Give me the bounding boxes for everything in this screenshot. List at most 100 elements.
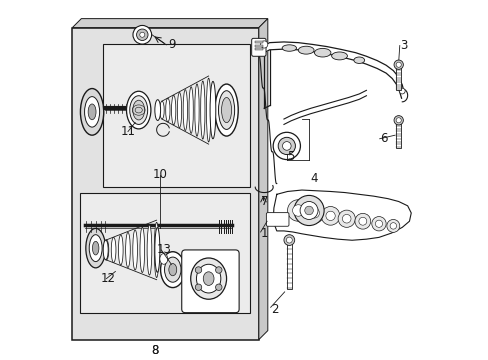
Ellipse shape: [155, 228, 160, 273]
Circle shape: [273, 132, 300, 159]
Ellipse shape: [314, 48, 330, 57]
Circle shape: [342, 215, 350, 223]
Text: 9: 9: [168, 38, 175, 51]
Bar: [102, 44, 249, 187]
Bar: [80, 193, 249, 313]
Polygon shape: [258, 19, 267, 339]
FancyBboxPatch shape: [266, 213, 288, 226]
Ellipse shape: [160, 101, 164, 119]
Ellipse shape: [133, 230, 137, 270]
Circle shape: [358, 217, 366, 225]
Ellipse shape: [111, 237, 116, 262]
Circle shape: [286, 237, 292, 243]
Text: 8: 8: [151, 344, 158, 357]
Polygon shape: [264, 42, 403, 98]
Circle shape: [325, 211, 335, 221]
Circle shape: [309, 208, 319, 218]
Ellipse shape: [171, 95, 176, 125]
Ellipse shape: [154, 222, 159, 278]
Circle shape: [136, 29, 148, 41]
Ellipse shape: [196, 264, 221, 293]
Ellipse shape: [189, 87, 193, 134]
Circle shape: [354, 213, 370, 229]
Ellipse shape: [177, 93, 181, 128]
Circle shape: [337, 210, 355, 227]
Ellipse shape: [194, 84, 199, 136]
Circle shape: [375, 220, 382, 227]
Circle shape: [284, 235, 294, 246]
Circle shape: [195, 284, 202, 291]
Circle shape: [395, 118, 401, 123]
Circle shape: [393, 116, 403, 125]
Ellipse shape: [104, 240, 108, 260]
Ellipse shape: [140, 227, 144, 273]
FancyBboxPatch shape: [251, 39, 265, 56]
Circle shape: [304, 206, 313, 215]
Polygon shape: [72, 19, 267, 28]
Text: 13: 13: [156, 243, 171, 256]
Ellipse shape: [160, 252, 184, 288]
Ellipse shape: [206, 78, 210, 142]
Circle shape: [215, 284, 222, 291]
Circle shape: [278, 137, 295, 154]
Circle shape: [140, 32, 144, 37]
Bar: [72, 28, 258, 339]
Ellipse shape: [218, 91, 234, 130]
Ellipse shape: [200, 81, 204, 139]
Ellipse shape: [183, 90, 187, 131]
Ellipse shape: [165, 98, 170, 122]
Text: 3: 3: [400, 39, 407, 52]
Circle shape: [395, 62, 401, 67]
Ellipse shape: [164, 257, 181, 282]
Bar: [395, 123, 400, 148]
Text: 6: 6: [379, 132, 386, 145]
Circle shape: [371, 217, 386, 231]
Text: 10: 10: [153, 168, 167, 181]
Ellipse shape: [103, 240, 108, 260]
Ellipse shape: [210, 81, 215, 139]
Circle shape: [389, 223, 396, 229]
Text: 2: 2: [270, 303, 278, 316]
Circle shape: [260, 41, 267, 48]
Circle shape: [399, 88, 405, 94]
Bar: [286, 243, 291, 289]
Ellipse shape: [221, 98, 231, 123]
Text: 5: 5: [286, 150, 294, 163]
Ellipse shape: [129, 96, 147, 125]
Ellipse shape: [160, 253, 167, 264]
Bar: [254, 45, 263, 46]
Ellipse shape: [214, 84, 238, 136]
Bar: [395, 67, 400, 90]
Ellipse shape: [80, 89, 103, 135]
Ellipse shape: [331, 52, 346, 60]
Circle shape: [304, 203, 324, 223]
FancyBboxPatch shape: [182, 250, 239, 313]
Text: 7: 7: [260, 195, 267, 208]
Ellipse shape: [126, 91, 151, 129]
Bar: [254, 41, 263, 43]
Circle shape: [133, 26, 151, 44]
Text: 8: 8: [151, 344, 158, 357]
Circle shape: [300, 202, 317, 220]
Ellipse shape: [168, 264, 176, 276]
Circle shape: [321, 207, 339, 225]
Ellipse shape: [88, 104, 96, 120]
Circle shape: [292, 205, 304, 216]
Ellipse shape: [147, 225, 151, 275]
Ellipse shape: [203, 272, 214, 285]
Circle shape: [293, 195, 324, 226]
Circle shape: [386, 220, 399, 232]
Ellipse shape: [85, 228, 105, 268]
Text: 1: 1: [260, 227, 267, 240]
Ellipse shape: [282, 45, 296, 51]
Circle shape: [215, 267, 222, 273]
Text: 4: 4: [310, 172, 318, 185]
Circle shape: [282, 141, 290, 150]
Circle shape: [287, 200, 308, 221]
Polygon shape: [273, 190, 410, 240]
Ellipse shape: [155, 100, 160, 121]
Text: 12: 12: [101, 272, 116, 285]
Circle shape: [195, 267, 202, 273]
Ellipse shape: [133, 100, 144, 120]
Ellipse shape: [89, 235, 102, 262]
